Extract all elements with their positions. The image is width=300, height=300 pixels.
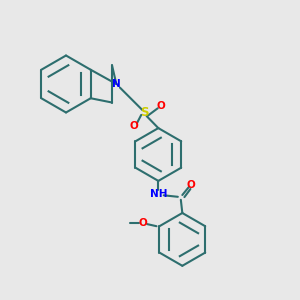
Text: S: S — [141, 106, 149, 119]
Text: O: O — [139, 218, 147, 228]
Text: O: O — [157, 101, 166, 111]
Text: O: O — [129, 121, 138, 131]
Text: N: N — [112, 79, 121, 89]
Text: O: O — [187, 180, 196, 190]
Text: NH: NH — [150, 189, 167, 200]
